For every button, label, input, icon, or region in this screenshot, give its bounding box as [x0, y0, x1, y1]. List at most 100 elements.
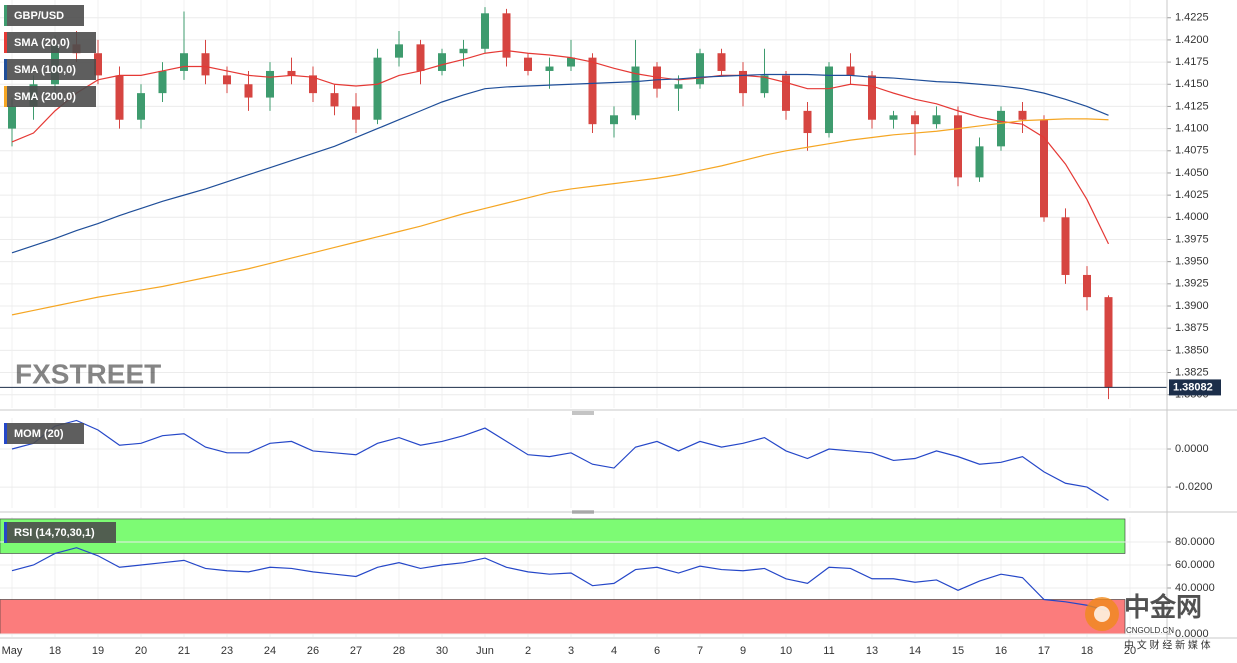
- y-tick-label: 60.0000: [1175, 559, 1215, 571]
- candle-body: [739, 70, 747, 94]
- x-tick-label: 21: [178, 645, 190, 657]
- x-tick-label: 23: [221, 645, 233, 657]
- x-tick-label: 7: [697, 645, 703, 657]
- x-tick-label: 20: [135, 645, 147, 657]
- candle-body: [825, 66, 833, 134]
- candle-body: [524, 57, 532, 71]
- candle-body: [1104, 297, 1113, 388]
- legend-swatch: [4, 32, 7, 53]
- candle-body: [631, 66, 640, 116]
- legend-label: RSI (14,70,30,1): [14, 527, 95, 539]
- candle-body: [309, 75, 317, 94]
- y-tick-label: 1.3950: [1175, 256, 1209, 268]
- y-tick-label: 1.4225: [1175, 12, 1209, 24]
- sma-line: [11, 49, 1110, 245]
- y-tick-label: 80.0000: [1175, 536, 1215, 548]
- x-tick-label: 10: [780, 645, 792, 657]
- candle-body: [610, 115, 618, 125]
- y-tick-label: 0.0000: [1175, 628, 1209, 640]
- x-tick-label: May: [2, 645, 23, 657]
- x-tick-label: 9: [740, 645, 746, 657]
- candle-body: [975, 146, 984, 178]
- candle-body: [94, 53, 102, 76]
- zone: [0, 599, 1126, 635]
- candle-body: [481, 13, 489, 49]
- y-tick-label: 1.4150: [1175, 78, 1209, 90]
- x-tick-label: 4: [611, 645, 617, 657]
- candle-body: [8, 106, 16, 129]
- indicator-line: [11, 547, 1109, 612]
- legend-box: [4, 423, 84, 444]
- x-tick-label: 19: [92, 645, 104, 657]
- zone: [0, 518, 1126, 554]
- candle-body: [223, 75, 231, 85]
- x-tick-label: 26: [307, 645, 319, 657]
- candle-body: [1040, 119, 1048, 218]
- x-tick-label: Jun: [476, 645, 494, 657]
- candle-body: [846, 66, 855, 76]
- candle-body: [1083, 274, 1091, 298]
- x-tick-label: 13: [866, 645, 878, 657]
- y-tick-label: 1.4075: [1175, 145, 1209, 157]
- y-tick-label: 1.3850: [1175, 344, 1209, 356]
- y-tick-label: 1.4000: [1175, 211, 1209, 223]
- candle-body: [373, 57, 382, 120]
- y-tick-label: 1.3900: [1175, 300, 1209, 312]
- candle-body: [352, 106, 360, 120]
- y-tick-label: 1.3925: [1175, 278, 1209, 290]
- x-tick-label: 24: [264, 645, 276, 657]
- x-tick-label: 14: [909, 645, 921, 657]
- candle-body: [459, 48, 468, 54]
- candle-body: [588, 57, 597, 125]
- candle-body: [115, 75, 124, 120]
- brand-watermark: FXSTREET: [15, 358, 161, 389]
- legend-box: [4, 59, 96, 80]
- candle-body: [954, 115, 962, 178]
- candle-body: [158, 70, 167, 94]
- site-watermark: 中金网: [1124, 592, 1202, 622]
- candle-body: [932, 115, 941, 125]
- candle-body: [997, 110, 1005, 147]
- chart-layer: May 18 19 20 21 23 24 26 27 28 30 Jun 2 3 4 6 7 9 10 11 13 14…: [0, 0, 1221, 657]
- x-tick-label: 18: [49, 645, 61, 657]
- candle-body: [1018, 110, 1027, 120]
- candle-body: [330, 93, 339, 107]
- x-tick-label: 27: [350, 645, 362, 657]
- candle-body: [760, 75, 769, 94]
- candle-body: [1061, 217, 1070, 275]
- x-tick-label: 16: [995, 645, 1007, 657]
- legend-box: [4, 5, 84, 26]
- tagline-watermark: 中 文 财 经 新 媒 体: [1124, 639, 1211, 652]
- candle-body: [438, 53, 446, 71]
- candle-body: [416, 44, 425, 71]
- sma-line: [11, 118, 1109, 316]
- x-tick-label: 20: [1124, 645, 1136, 657]
- x-tick-label: 30: [436, 645, 448, 657]
- y-tick-label: 0.0000: [1175, 443, 1209, 455]
- legend-swatch: [4, 522, 7, 543]
- legend-swatch: [4, 5, 7, 26]
- legend-box: [4, 86, 96, 107]
- candle-body: [674, 84, 683, 89]
- last-price-label: 1.38082: [1173, 381, 1213, 393]
- y-tick-label: 1.3875: [1175, 322, 1209, 334]
- sma-line: [11, 73, 1109, 254]
- candle-body: [803, 110, 812, 134]
- legend-swatch: [4, 59, 7, 80]
- x-tick-label: 11: [823, 645, 834, 657]
- candle-body: [696, 53, 704, 85]
- legend-box: [4, 522, 116, 543]
- candle-body: [868, 75, 876, 120]
- legend-swatch: [4, 423, 7, 444]
- candle-body: [502, 13, 511, 58]
- candle-body: [137, 93, 145, 120]
- candle-body: [717, 53, 726, 71]
- last-price-box: [1169, 379, 1221, 396]
- x-tick-label: 6: [654, 645, 660, 657]
- candle-body: [545, 66, 554, 71]
- candle-body: [287, 70, 296, 76]
- logo-inner: [1094, 606, 1110, 622]
- y-tick-label: -0.0200: [1175, 481, 1212, 493]
